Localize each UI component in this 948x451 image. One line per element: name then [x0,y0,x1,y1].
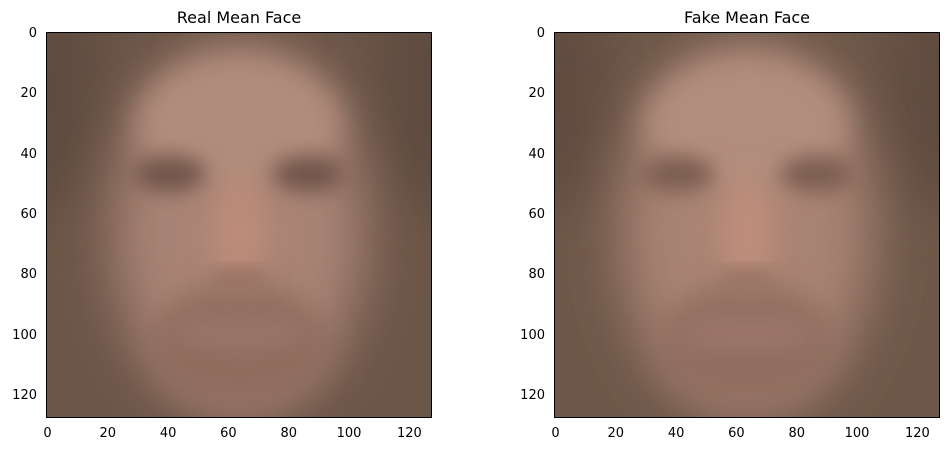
y-tick-label: 0 [536,26,545,41]
fake-mean-face-panel: Fake Mean Face 0 20 40 60 80 100 120 0 20 40 60 80 1… [508,0,948,451]
y-tick-label: 120 [520,387,545,403]
x-tick-label: 120 [396,426,422,441]
x-tick-mark [556,417,557,418]
y-tick-label: 100 [12,327,37,343]
x-tick-mark [797,417,798,418]
y-tick-label: 20 [528,86,545,102]
x-tick-label: 40 [159,426,177,441]
y-tick-label: 120 [12,387,37,403]
image-axes [46,32,432,418]
x-tick-mark [616,417,617,418]
panel-title: Real Mean Face [176,8,302,27]
x-tick-label: 60 [728,426,745,441]
x-tick-mark [169,417,170,418]
x-tick-label: 0 [551,426,560,441]
x-tick-mark [737,417,738,418]
y-tick-label: 20 [20,86,37,102]
y-tick-label: 40 [20,146,37,162]
face-image [47,33,431,417]
image-axes [554,32,940,418]
x-tick-mark [108,417,109,418]
x-tick-label: 120 [904,426,930,441]
x-tick-label: 40 [667,426,685,441]
x-tick-label: 100 [844,426,870,441]
y-tick-label: 60 [528,206,545,222]
real-mean-face-panel: Real Mean Face 0 20 40 60 80 100 120 0 20 40 60 80 1… [0,0,440,451]
x-tick-label: 60 [220,426,237,441]
x-tick-mark [229,417,230,418]
x-tick-mark [350,417,351,418]
x-tick-mark [677,417,678,418]
x-tick-label: 0 [43,426,52,441]
y-tick-label: 0 [28,26,37,41]
x-tick-label: 100 [336,426,362,441]
x-tick-mark [918,417,919,418]
panel-title: Fake Mean Face [683,8,811,27]
x-tick-label: 80 [280,426,298,441]
y-tick-label: 60 [20,206,37,222]
x-tick-label: 20 [99,426,117,441]
x-tick-mark [289,417,290,418]
y-tick-label: 80 [20,267,37,283]
y-tick-label: 80 [528,267,545,283]
x-tick-mark [410,417,411,418]
x-tick-mark [48,417,49,418]
x-tick-mark [858,417,859,418]
x-tick-label: 80 [788,426,806,441]
x-tick-label: 20 [607,426,625,441]
y-tick-label: 100 [520,327,545,343]
y-tick-label: 40 [528,146,545,162]
face-image [555,33,939,417]
